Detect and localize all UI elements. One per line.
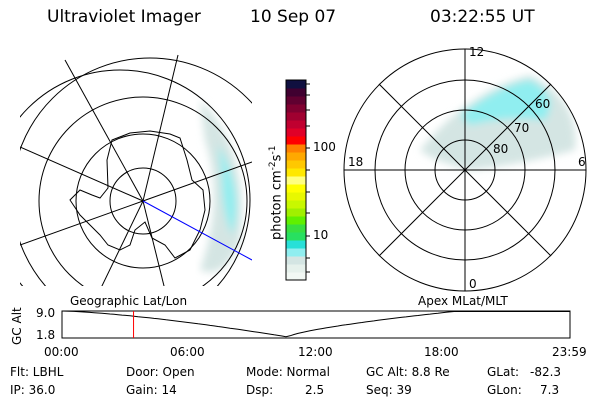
colorbar-segment	[286, 216, 306, 225]
door-info: Door: Open	[126, 365, 195, 379]
colorbar-segment	[286, 120, 306, 129]
colorbar-segment	[286, 104, 306, 113]
mlt-label-12: 12	[469, 45, 485, 59]
colorbar-segment	[286, 112, 306, 121]
ip-info: IP: 36.0	[10, 383, 56, 397]
glat-label: GLat:	[487, 365, 520, 379]
meridian	[142, 161, 252, 202]
colorbar-segment	[286, 136, 306, 145]
antarctica-coastline	[69, 130, 206, 259]
colorbar-segment	[286, 160, 306, 169]
dsp-label: Dsp:	[246, 383, 274, 397]
mlt-label-18: 18	[348, 155, 364, 169]
colorbar-segment	[286, 80, 306, 89]
meridian	[64, 59, 144, 202]
colorbar-segment	[286, 168, 306, 177]
latitude-circle	[109, 167, 177, 235]
colorbar-segment	[286, 152, 306, 161]
glon-value: 7.3	[540, 383, 560, 397]
time-label: 03:22:55 UT	[430, 7, 535, 27]
gain-info: Gain: 14	[126, 383, 177, 397]
mlat-label-80: 80	[493, 142, 509, 156]
altitude-curve	[61, 310, 570, 338]
seq-info: Seq: 39	[366, 383, 412, 397]
colorbar-segment	[286, 240, 306, 249]
colorbar-segment	[286, 128, 306, 137]
filter-info: Flt: LBHL	[10, 365, 64, 379]
date-label: 10 Sep 07	[250, 7, 337, 27]
dsp-value: 2.5	[305, 383, 325, 397]
colorbar-segment	[286, 208, 306, 217]
colorbar-tick-100: 100	[313, 140, 336, 154]
satellite-trajectory	[142, 200, 252, 261]
colorbar-segment	[286, 264, 306, 273]
meridian	[101, 200, 144, 286]
colorbar-segment	[286, 144, 306, 153]
mlt-line	[378, 83, 552, 257]
latitude-circle	[75, 133, 211, 269]
colorbar-segment	[286, 272, 306, 281]
instrument-title: Ultraviolet Imager	[47, 7, 201, 27]
colorbar-segment	[286, 96, 306, 105]
colorbar-segment	[286, 192, 306, 201]
colorbar-segment	[286, 248, 306, 257]
latitude-circle	[38, 96, 248, 286]
mlt-label-0: 0	[469, 277, 477, 291]
latitude-circle	[20, 57, 252, 286]
right-map-label: Apex MLat/MLT	[418, 294, 508, 308]
ytick-9: 9.0	[36, 306, 56, 320]
xtick: 18:00	[424, 345, 459, 359]
meridian	[20, 146, 144, 202]
xtick: 06:00	[170, 345, 205, 359]
colorbar-segment	[286, 224, 306, 233]
mlat-label-70: 70	[514, 121, 530, 135]
gc-alt-info: GC Alt: 8.8 Re	[366, 365, 450, 379]
xtick: 23:59	[552, 345, 587, 359]
glat-value: -82.3	[530, 365, 562, 379]
colorbar-segment	[286, 184, 306, 193]
terminator-arc	[20, 69, 251, 286]
colorbar-tick-10: 10	[313, 228, 329, 242]
colorbar-segment	[286, 256, 306, 265]
mlt-label-6: 6	[578, 155, 586, 169]
meridian	[142, 200, 165, 286]
xtick: 00:00	[44, 345, 79, 359]
mode-info: Mode: Normal	[246, 365, 330, 379]
left-map-label: Geographic Lat/Lon	[70, 294, 188, 308]
colorbar-segment	[286, 176, 306, 185]
altitude-axis-label: GC Alt	[10, 307, 24, 345]
mlat-label-60: 60	[535, 97, 551, 111]
colorbar-segment	[286, 200, 306, 209]
colorbar-segment	[286, 232, 306, 241]
aurora-emission-left	[200, 100, 242, 272]
meridian	[20, 200, 144, 246]
glon-label: GLon:	[487, 383, 522, 397]
xtick: 12:00	[298, 345, 333, 359]
ytick-1-8: 1.8	[36, 328, 56, 342]
colorbar-segment	[286, 88, 306, 97]
meridian	[142, 54, 179, 202]
